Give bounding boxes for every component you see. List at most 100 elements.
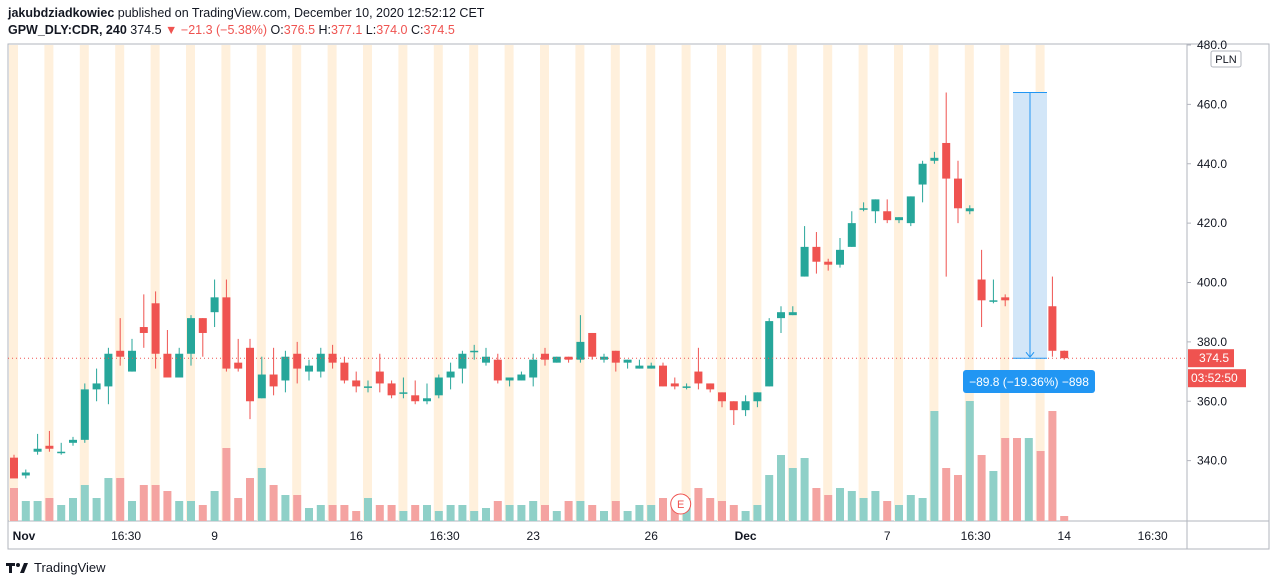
candle-body[interactable] (387, 383, 396, 396)
candle-body[interactable] (529, 359, 538, 378)
candle-body[interactable] (399, 392, 408, 394)
candle-body[interactable] (706, 383, 715, 390)
candle-body[interactable] (246, 347, 254, 402)
symbol-name[interactable]: GPW_DLY:CDR, 240 (8, 23, 127, 37)
price-chart[interactable]: −89.8 (−19.36%) −898 340.0 360.0 380.0 400.0… (0, 0, 1274, 560)
candle-body[interactable] (788, 312, 797, 316)
candle-body[interactable] (1048, 306, 1057, 351)
candle-body[interactable] (281, 356, 290, 381)
candle-body[interactable] (635, 365, 644, 369)
candle-body[interactable] (222, 297, 231, 369)
candle-body[interactable] (611, 350, 620, 363)
candle-body[interactable] (45, 445, 54, 449)
candle-body[interactable] (57, 451, 66, 454)
candle-body[interactable] (647, 365, 656, 369)
candle-body[interactable] (541, 353, 549, 360)
candle-body[interactable] (812, 246, 821, 262)
candle-body[interactable] (305, 365, 313, 372)
candle-body[interactable] (175, 353, 184, 378)
candle-body[interactable] (659, 365, 667, 387)
candle-body[interactable] (847, 223, 856, 247)
candle-body[interactable] (859, 208, 868, 210)
candle-body[interactable] (741, 401, 750, 411)
candle-body[interactable] (69, 439, 77, 443)
candle-body[interactable] (552, 356, 561, 363)
candle-body[interactable] (434, 377, 443, 396)
candle-body[interactable] (517, 374, 526, 381)
candle-body[interactable] (883, 211, 892, 221)
candle-body[interactable] (411, 395, 420, 402)
candle-body[interactable] (1001, 297, 1010, 301)
candle-body[interactable] (128, 350, 136, 372)
author-name[interactable]: jakubdziadkowiec (8, 6, 115, 20)
candle-body[interactable] (187, 318, 195, 354)
candle-body[interactable] (458, 353, 467, 369)
candle-body[interactable] (977, 279, 986, 301)
candle-body[interactable] (1060, 350, 1069, 359)
candle-body[interactable] (588, 332, 597, 357)
candle-body[interactable] (80, 389, 89, 440)
candle-body[interactable] (753, 392, 762, 402)
candle-body[interactable] (375, 371, 384, 384)
candle-body[interactable] (163, 353, 172, 378)
candle-body[interactable] (729, 401, 738, 411)
candle-body[interactable] (800, 246, 809, 277)
candle-body[interactable] (352, 380, 361, 387)
candle-body[interactable] (824, 261, 833, 265)
candle-body[interactable] (954, 178, 962, 209)
candle-body[interactable] (777, 312, 785, 319)
candle-body[interactable] (151, 303, 160, 354)
candle-body[interactable] (906, 196, 915, 224)
candle-body[interactable] (316, 353, 325, 372)
open-label: O: (270, 23, 284, 37)
candle-body[interactable] (836, 249, 844, 265)
candle-body[interactable] (895, 217, 903, 221)
volume-bar (128, 501, 136, 521)
candle-body[interactable] (340, 362, 349, 381)
candle-body[interactable] (765, 321, 774, 387)
candle-body[interactable] (198, 318, 207, 333)
candle-body[interactable] (257, 374, 266, 399)
candle-body[interactable] (446, 371, 455, 378)
candle-body[interactable] (470, 350, 479, 353)
candle-body[interactable] (364, 386, 372, 388)
candle-body[interactable] (930, 157, 939, 161)
candle-body[interactable] (871, 199, 880, 212)
currency-label[interactable]: PLN (1215, 54, 1236, 66)
candle-body[interactable] (718, 392, 726, 402)
candle-body[interactable] (482, 356, 490, 363)
tradingview-logo-icon[interactable] (6, 561, 30, 575)
candle-body[interactable] (269, 374, 278, 387)
candle-body[interactable] (505, 377, 514, 381)
candle-body[interactable] (965, 208, 974, 212)
volume-bar (269, 485, 278, 521)
candle-body[interactable] (423, 398, 431, 402)
candle-body[interactable] (989, 300, 998, 302)
candle-body[interactable] (139, 327, 148, 333)
candle-body[interactable] (116, 350, 125, 357)
currency-box[interactable] (1210, 50, 1242, 68)
chart-frame (7, 43, 1270, 550)
candle-body[interactable] (210, 297, 219, 313)
candle-body[interactable] (21, 472, 30, 476)
candle-body[interactable] (10, 457, 18, 479)
candle-body[interactable] (234, 362, 243, 369)
candle-body[interactable] (918, 163, 927, 185)
volume-bar (871, 491, 880, 521)
volume-bar (788, 468, 797, 521)
candle-body[interactable] (670, 383, 679, 387)
candle-body[interactable] (682, 386, 691, 388)
candle-body[interactable] (493, 359, 502, 381)
candle-body[interactable] (694, 371, 703, 384)
footer-brand[interactable]: TradingView (34, 560, 106, 575)
candle-body[interactable] (293, 353, 302, 369)
candle-body[interactable] (942, 142, 951, 179)
earnings-event-icon[interactable] (670, 493, 692, 515)
volume-bar (151, 485, 160, 521)
candle-body[interactable] (104, 353, 113, 387)
candle-body[interactable] (623, 359, 632, 363)
volume-bar (529, 501, 538, 521)
candle-body[interactable] (576, 341, 585, 360)
candle-body[interactable] (33, 448, 42, 452)
candle-body[interactable] (92, 383, 101, 390)
